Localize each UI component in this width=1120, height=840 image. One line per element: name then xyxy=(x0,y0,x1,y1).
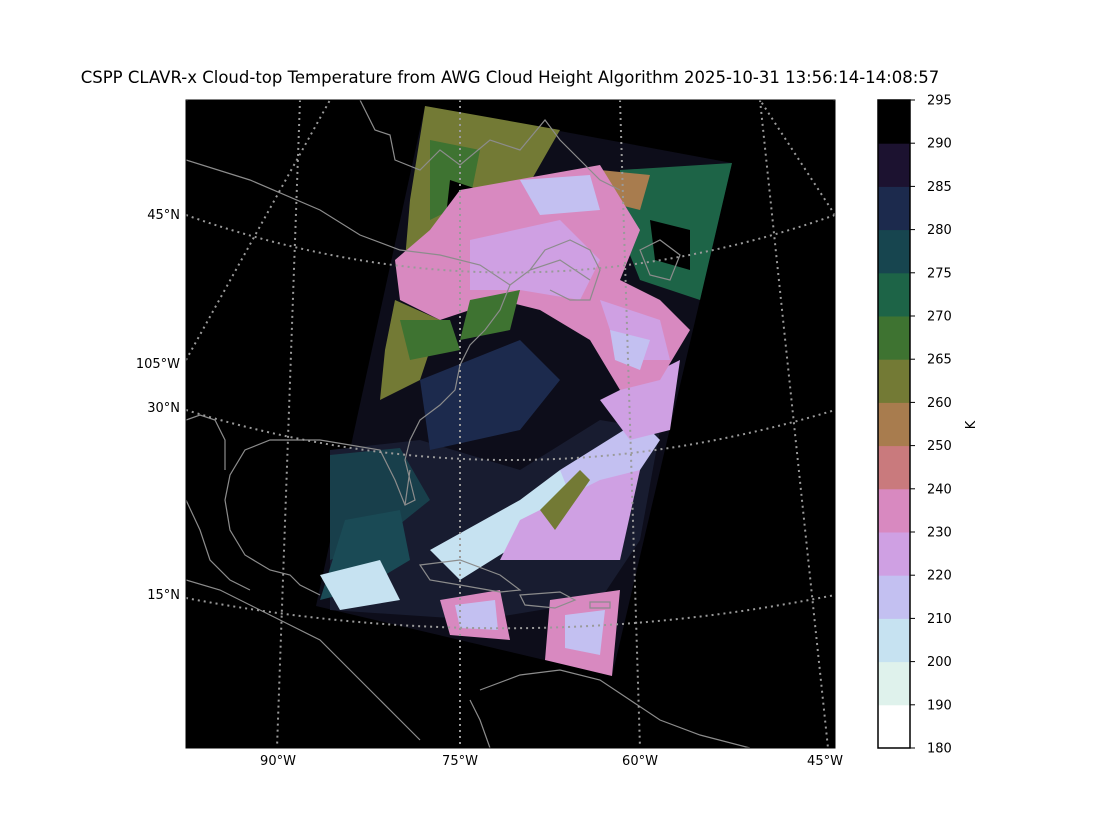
colorbar-tick-label: 190 xyxy=(927,698,952,713)
colorbar-segment xyxy=(878,402,910,447)
colorbar-segment xyxy=(878,704,910,749)
lon-label-75w: 75°W xyxy=(442,754,478,769)
colorbar-segment xyxy=(878,575,910,619)
colorbar-segment xyxy=(878,532,910,576)
colorbar-segment xyxy=(878,488,910,533)
lon-label-105w: 105°W xyxy=(136,357,180,372)
colorbar-tick-label: 230 xyxy=(927,526,952,541)
colorbar-segment xyxy=(878,661,910,706)
map-frame xyxy=(185,99,836,749)
satellite-swath xyxy=(316,106,732,676)
lon-label-90w: 90°W xyxy=(260,754,296,769)
coastlines xyxy=(186,100,751,748)
colorbar-segment xyxy=(878,272,910,317)
colorbar-tick-label: 210 xyxy=(927,612,952,627)
colorbar-ticks: 180 190 200 210 220 230 240 250 260 265 270 275 280 2… xyxy=(910,94,952,757)
colorbar-tick-label: 290 xyxy=(927,137,952,152)
colorbar-unit-label: K xyxy=(964,420,979,429)
lat-label-15n: 15°N xyxy=(147,588,180,603)
colorbar-tick-label: 280 xyxy=(927,223,952,238)
colorbar-segment xyxy=(878,359,910,403)
colorbar-tick-label: 295 xyxy=(927,94,952,109)
lon-label-45w: 45°W xyxy=(807,754,843,769)
colorbar-tick-label: 250 xyxy=(927,439,952,454)
colorbar-tick-label: 180 xyxy=(927,742,952,757)
colorbar-tick-label: 260 xyxy=(927,396,952,411)
colorbar-segment xyxy=(878,100,910,144)
colorbar-tick-label: 240 xyxy=(927,482,952,497)
colorbar-tick-label: 220 xyxy=(927,569,952,584)
colorbar-segment xyxy=(878,143,910,187)
colorbar-segment xyxy=(878,316,910,360)
colorbar-tick-label: 265 xyxy=(927,353,952,368)
colorbar xyxy=(878,100,910,749)
colorbar-segment xyxy=(878,186,910,231)
colorbar-segment xyxy=(878,229,910,274)
lat-label-45n: 45°N xyxy=(147,208,180,223)
colorbar-tick-label: 270 xyxy=(927,310,952,325)
colorbar-frame xyxy=(877,99,911,749)
colorbar-segment xyxy=(878,618,910,663)
chart-title: CSPP CLAVR-x Cloud-top Temperature from … xyxy=(80,68,940,87)
lat-label-30n: 30°N xyxy=(147,401,180,416)
colorbar-tick-label: 200 xyxy=(927,655,952,670)
lon-label-60w: 60°W xyxy=(622,754,658,769)
graticule xyxy=(186,100,835,748)
colorbar-tick-label: 275 xyxy=(927,266,952,281)
colorbar-segment xyxy=(878,445,910,490)
colorbar-tick-label: 285 xyxy=(927,180,952,195)
